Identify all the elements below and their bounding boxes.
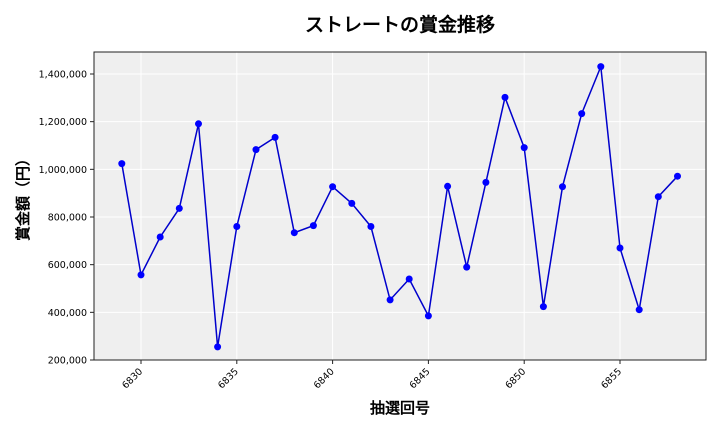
y-tick-label: 1,000,000 — [39, 165, 87, 176]
data-point — [195, 120, 202, 128]
data-point — [175, 204, 183, 212]
y-tick-label: 200,000 — [48, 356, 87, 367]
data-point — [520, 144, 528, 152]
data-point — [501, 93, 509, 101]
data-point — [482, 178, 490, 186]
data-point — [654, 193, 662, 201]
chart-title: ストレートの賞金推移 — [304, 14, 495, 36]
data-point — [233, 223, 241, 230]
data-point — [290, 229, 298, 237]
y-tick-label: 1,200,000 — [39, 117, 87, 128]
data-point — [463, 263, 471, 271]
y-axis-label: 賞金額（円） — [14, 151, 32, 242]
data-point — [674, 172, 681, 180]
gridlines — [94, 52, 706, 360]
x-tick-label: 6850 — [503, 366, 528, 391]
x-tick-label: 6830 — [120, 366, 145, 391]
data-point — [539, 303, 547, 311]
data-point — [424, 312, 432, 320]
data-point — [444, 182, 452, 190]
y-tick-label: 600,000 — [48, 260, 87, 271]
data-point — [252, 146, 260, 154]
data-point — [597, 63, 605, 71]
data-point — [309, 222, 317, 230]
x-axis-ticks: 6830 6835 6840 6845 6850 6855 — [120, 360, 624, 391]
data-markers — [118, 63, 681, 351]
x-axis-label: 抽選回号 — [369, 399, 430, 417]
data-point — [348, 199, 356, 207]
y-tick-label: 400,000 — [48, 308, 87, 319]
data-point — [156, 233, 164, 241]
data-line — [121, 66, 679, 348]
x-tick-label: 6840 — [312, 366, 337, 391]
data-point — [118, 160, 126, 168]
data-point — [137, 271, 145, 279]
plot-frame — [93, 51, 707, 361]
x-tick-label: 6845 — [408, 366, 433, 391]
data-point — [214, 343, 222, 351]
plot-area — [94, 52, 706, 360]
data-point — [405, 275, 413, 283]
y-axis-ticks: 200,000 400,000 600,000 800,000 1,000,000 1,2… — [39, 70, 94, 367]
data-point — [386, 296, 394, 304]
data-point — [616, 244, 624, 252]
data-point — [578, 110, 586, 118]
data-point — [271, 133, 279, 141]
data-point — [367, 223, 375, 230]
y-tick-label: 800,000 — [48, 213, 87, 224]
x-tick-label: 6835 — [216, 366, 241, 391]
y-tick-label: 1,400,000 — [39, 70, 87, 81]
x-tick-label: 6855 — [599, 366, 624, 391]
data-point — [635, 306, 643, 314]
data-point — [329, 183, 337, 191]
data-point — [559, 183, 566, 191]
